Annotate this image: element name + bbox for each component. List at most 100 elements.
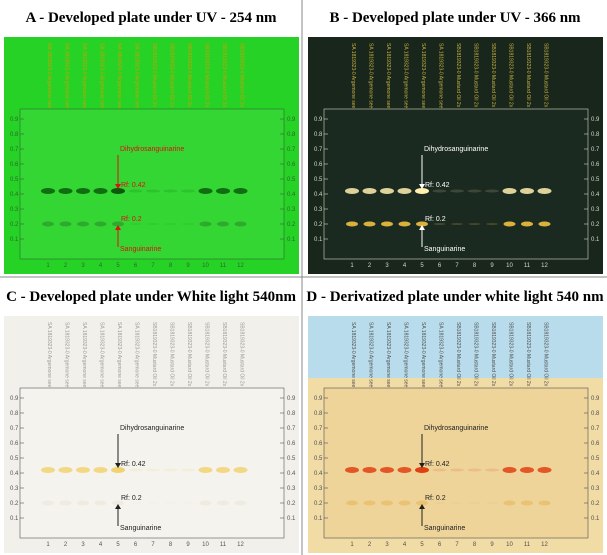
annotation: Dihydrosanguinarine: [424, 425, 488, 432]
rf-label-left: 0.7: [10, 426, 19, 432]
panel-title: D - Derivatized plate under white light …: [306, 289, 604, 305]
spot-rf042: [538, 467, 552, 473]
lane-name: SB1819323-0 Mustard Oil 2x: [525, 322, 531, 387]
rf-label-right: 0.4: [287, 192, 296, 198]
spot-rf042: [485, 190, 499, 193]
spot-rf042: [181, 190, 195, 193]
rf-label-right: 0.9: [591, 396, 600, 402]
lane-name: SB1819323-0 Mustard Oil 2x: [221, 322, 227, 387]
lane-name: SB1819323-0 Mustard Oil 2x: [169, 43, 175, 108]
spot-rf042: [129, 469, 143, 472]
rf-label-right: 0.1: [287, 516, 296, 522]
spot-rf042: [41, 467, 55, 473]
annotation: Rf: 0.2: [121, 216, 142, 223]
annotation: Dihydrosanguinarine: [120, 146, 184, 153]
lane-name: SA 1819323-0 Argemone see: [46, 322, 52, 388]
spot-rf042: [363, 188, 377, 194]
rf-label-left: 0.5: [314, 177, 323, 183]
panel-title: C - Developed plate under White light 54…: [6, 289, 296, 305]
rf-label-right: 0.5: [591, 456, 600, 462]
lane-name: SA 1819323-0 Argemone see: [438, 322, 444, 388]
spot-rf02: [95, 501, 107, 506]
spot-rf02: [539, 501, 551, 506]
lane-name: SB1819323-0 Mustard Oil 2x: [186, 322, 192, 387]
lane-name: SA 1819323-0 Argemone see: [420, 322, 426, 388]
rf-label-left: 0.1: [10, 237, 19, 243]
rf-label-left: 0.1: [10, 516, 19, 522]
spot-rf02: [434, 223, 446, 225]
lane-number: 12: [541, 542, 548, 548]
spot-rf042: [398, 467, 412, 473]
rf-label-right: 0.4: [591, 192, 600, 198]
spot-rf02: [235, 501, 247, 506]
spot-rf02: [399, 222, 411, 227]
lane-name: SB1819323-0 Mustard Oil 2x: [543, 322, 549, 387]
lane-name: SB1819323-0 Mustard Oil 2x: [239, 43, 245, 108]
panel: B - Developed plate under UV - 366 nmSA …: [308, 10, 603, 274]
rf-label-left: 0.7: [314, 147, 323, 153]
lane-name: SA 1819323-0 Argemone see: [134, 43, 140, 109]
annotation: Sanguinarine: [424, 246, 465, 253]
rf-label-left: 0.5: [314, 456, 323, 462]
annotation: Sanguinarine: [120, 525, 161, 532]
lane-name: SA 1819323-0 Argemone see: [46, 43, 52, 109]
spot-rf02: [42, 222, 54, 227]
rf-label-right: 0.8: [591, 411, 600, 417]
lane-number: 12: [237, 263, 244, 269]
rf-label-left: 0.8: [314, 411, 323, 417]
spot-rf02: [147, 502, 159, 504]
rf-label-right: 0.7: [591, 147, 600, 153]
rf-label-left: 0.2: [314, 501, 323, 507]
spot-rf042: [59, 467, 73, 473]
lane-name: SB1819323-0 Mustard Oil 2x: [186, 43, 192, 108]
spot-rf02: [486, 502, 498, 504]
rf-label-right: 0.1: [591, 237, 600, 243]
rf-label-right: 0.9: [287, 396, 296, 402]
spot-rf042: [485, 469, 499, 472]
annotation: Rf: 0.42: [425, 461, 450, 468]
spot-rf042: [129, 190, 143, 193]
spot-rf02: [60, 501, 72, 506]
annotation: Rf: 0.2: [121, 495, 142, 502]
annotation: Rf: 0.42: [425, 182, 450, 189]
annotation: Sanguinarine: [120, 246, 161, 253]
spot-rf042: [450, 190, 464, 193]
rf-label-left: 0.9: [10, 117, 19, 123]
rf-label-left: 0.7: [314, 426, 323, 432]
spot-rf02: [504, 501, 516, 506]
lane-number: 10: [506, 542, 513, 548]
spot-rf042: [41, 188, 55, 194]
rf-label-left: 0.3: [10, 486, 19, 492]
rf-label-left: 0.6: [10, 162, 19, 168]
rf-label-right: 0.8: [287, 132, 296, 138]
rf-label-right: 0.7: [591, 426, 600, 432]
rf-label-left: 0.3: [314, 486, 323, 492]
lane-name: SB1819323-0 Mustard Oil 2x: [151, 43, 157, 108]
rf-label-right: 0.6: [591, 162, 600, 168]
rf-label-right: 0.7: [287, 426, 296, 432]
annotation: Dihydrosanguinarine: [120, 425, 184, 432]
lane-name: SA 1819323-0 Argemone see: [350, 322, 356, 388]
rf-label-right: 0.4: [591, 471, 600, 477]
lane-name: SB1819323-0 Mustard Oil 2x: [473, 43, 479, 108]
spot-rf02: [42, 501, 54, 506]
lane-name: SA 1819323-0 Argemone see: [116, 322, 122, 388]
spot-rf02: [451, 502, 463, 504]
rf-label-right: 0.9: [287, 117, 296, 123]
panel-title: A - Developed plate under UV - 254 nm: [25, 10, 277, 26]
spot-rf042: [94, 188, 108, 194]
spot-rf02: [346, 222, 358, 227]
rf-label-left: 0.2: [314, 222, 323, 228]
spot-rf02: [77, 501, 89, 506]
lane-name: SB1819323-0 Mustard Oil 2x: [525, 43, 531, 108]
rf-label-left: 0.4: [10, 471, 19, 477]
annotation: Rf: 0.2: [425, 495, 446, 502]
lane-name: SA 1819323-0 Argemone see: [350, 43, 356, 109]
lane-name: SA 1819323-0 Argemone see: [368, 322, 374, 388]
plate: [20, 109, 284, 259]
spot-rf042: [520, 467, 534, 473]
rf-label-right: 0.6: [287, 162, 296, 168]
lane-number: 11: [220, 542, 227, 548]
lane-name: SB1819323-0 Mustard Oil 2x: [169, 322, 175, 387]
lane-name: SA 1819323-0 Argemone see: [368, 43, 374, 109]
